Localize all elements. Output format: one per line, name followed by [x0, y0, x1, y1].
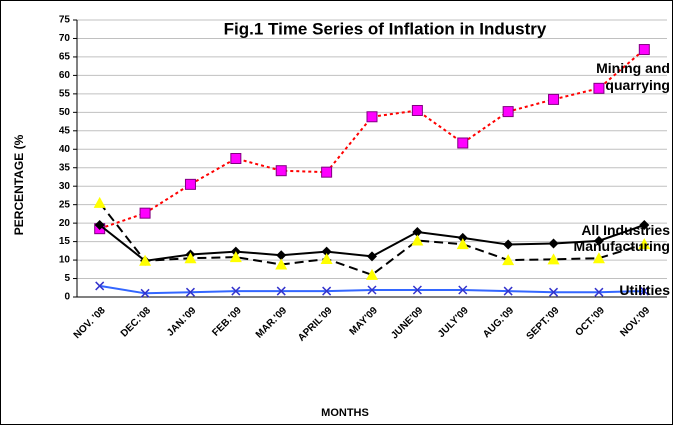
series-label: All Industries [581, 222, 670, 238]
marker [275, 258, 288, 270]
x-tick-label: MAR.'09 [254, 305, 290, 341]
marker [502, 106, 514, 118]
y-tick-label: 15 [59, 236, 71, 247]
marker [229, 251, 242, 263]
marker [503, 286, 513, 296]
marker [366, 268, 378, 280]
marker [503, 239, 514, 250]
x-tick-label: NOV.'09 [618, 305, 652, 339]
marker [457, 232, 468, 243]
marker [593, 82, 605, 94]
y-tick-label: 75 [59, 15, 71, 26]
marker [276, 250, 287, 261]
marker [456, 238, 469, 250]
marker [594, 287, 604, 297]
marker [458, 285, 468, 295]
marker [457, 137, 469, 149]
series-label: Manufacturing [573, 238, 670, 254]
y-axis-label: PERCENTAGE (% [12, 134, 26, 235]
y-tick-label: 20 [59, 218, 71, 229]
series-label: Mining and quarrying [596, 60, 670, 93]
y-tick-label: 35 [59, 162, 71, 173]
marker [230, 153, 242, 164]
x-tick-label: JUNE'09 [389, 305, 425, 341]
y-tick-label: 5 [64, 273, 70, 284]
y-tick-label: 40 [59, 144, 71, 155]
x-tick-label: JAN.'09 [165, 305, 199, 339]
marker [322, 286, 332, 296]
x-tick-label: NOV. '08 [72, 305, 108, 341]
y-tick-label: 10 [59, 255, 71, 266]
y-tick-label: 60 [59, 70, 71, 81]
marker [639, 219, 650, 230]
marker [548, 93, 560, 105]
marker [185, 287, 195, 297]
marker [139, 207, 151, 219]
marker [592, 252, 605, 264]
marker [231, 286, 241, 296]
marker [411, 104, 423, 116]
marker [547, 253, 560, 265]
marker [367, 251, 377, 262]
y-tick-label: 70 [59, 33, 71, 44]
x-tick-label: FEB.'09 [210, 305, 244, 339]
marker [94, 219, 105, 230]
y-tick-label: 65 [59, 52, 71, 63]
x-tick-label: OCT.'09 [573, 305, 607, 339]
marker [366, 111, 378, 123]
marker [321, 246, 332, 257]
y-tick-label: 55 [59, 89, 71, 100]
marker [93, 196, 106, 208]
marker [412, 226, 423, 237]
x-tick-label: APRIL'09 [296, 305, 335, 344]
marker [549, 287, 559, 297]
x-axis-label: MONTHS [321, 407, 369, 419]
marker [275, 165, 287, 177]
marker [638, 44, 650, 56]
y-tick-label: 25 [59, 199, 71, 210]
y-tick-label: 0 [64, 292, 70, 303]
x-tick-label: JULY'09 [436, 305, 471, 340]
x-tick-label: DEC.'08 [119, 305, 154, 340]
x-tick-label: AUG.'09 [481, 305, 516, 340]
marker [140, 288, 150, 298]
marker [411, 234, 424, 246]
x-tick-label: SEPT.'09 [525, 305, 562, 342]
chart-title: Fig.1 Time Series of Inflation in Indust… [224, 19, 547, 38]
x-tick-label: MAY'09 [348, 305, 381, 338]
marker [593, 235, 604, 246]
marker [139, 254, 152, 266]
marker [320, 252, 333, 264]
y-tick-label: 50 [59, 107, 71, 118]
marker [639, 286, 649, 296]
y-tick-label: 30 [59, 181, 71, 192]
marker [321, 166, 333, 178]
marker [95, 281, 105, 291]
marker [276, 286, 286, 296]
marker [502, 254, 515, 266]
marker [367, 285, 377, 295]
marker [184, 252, 197, 264]
y-tick-label: 45 [59, 125, 71, 136]
series-label: Utilities [619, 282, 670, 298]
marker [638, 238, 651, 250]
marker [412, 285, 422, 295]
marker [184, 178, 196, 190]
series-line [99, 48, 645, 230]
marker [548, 238, 559, 249]
